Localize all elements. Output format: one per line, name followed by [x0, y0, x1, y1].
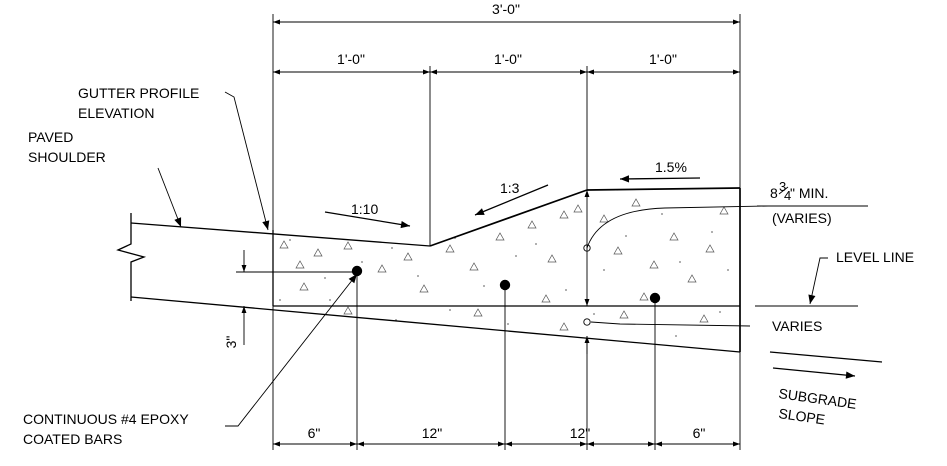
dim-bottom-2: 12"	[422, 425, 443, 441]
subgrade-slope-label-2: SLOPE	[778, 405, 826, 427]
concrete-gutter-body	[273, 188, 740, 352]
svg-text:8: 8	[770, 185, 778, 201]
svg-text:3: 3	[779, 179, 786, 194]
slope-1-5-percent: 1.5%	[655, 159, 687, 175]
extension-lines	[272, 14, 741, 450]
dim-overall: 3'-0"	[492, 1, 520, 17]
rebar-3	[649, 292, 661, 304]
varies-paren-label: (VARIES)	[772, 210, 832, 226]
epoxy-bars-label: CONTINUOUS #4 EPOXY	[23, 411, 189, 427]
epoxy-bars-label-2: COATED BARS	[23, 431, 122, 447]
dim-top-1: 1'-0"	[337, 51, 365, 67]
concrete-aggregate-pattern	[279, 198, 729, 337]
slope-1-3: 1:3	[500, 180, 520, 196]
gutter-profile-label-2: ELEVATION	[78, 105, 155, 121]
thickness-dimension	[583, 190, 591, 354]
rebar-set	[351, 265, 661, 304]
dim-bottom-3: 12"	[570, 425, 591, 441]
leader-lines	[157, 91, 868, 427]
dim-top-3: 1'-0"	[649, 51, 677, 67]
dim-bottom-4: 6"	[693, 425, 706, 441]
level-line-label: LEVEL LINE	[836, 249, 914, 265]
slope-1-10: 1:10	[351, 201, 378, 217]
rebar-2	[499, 279, 511, 291]
svg-text:" MIN.: " MIN.	[790, 185, 828, 201]
gutter-profile-label: GUTTER PROFILE	[78, 85, 199, 101]
paved-shoulder-label: PAVED	[28, 129, 73, 145]
dim-top-2: 1'-0"	[494, 51, 522, 67]
min-thickness-label: 8 3 4 " MIN.	[770, 179, 828, 203]
rebar-1	[351, 265, 363, 277]
paved-shoulder-label-2: SHOULDER	[28, 149, 106, 165]
left-3in-dimension	[236, 250, 357, 345]
dim-bottom-1: 6"	[308, 425, 321, 441]
varies-label: VARIES	[772, 318, 822, 334]
top-dimensions	[273, 19, 740, 75]
slope-arrows	[324, 175, 883, 379]
dim-3in: 3"	[223, 336, 239, 349]
svg-text:4: 4	[784, 188, 791, 203]
